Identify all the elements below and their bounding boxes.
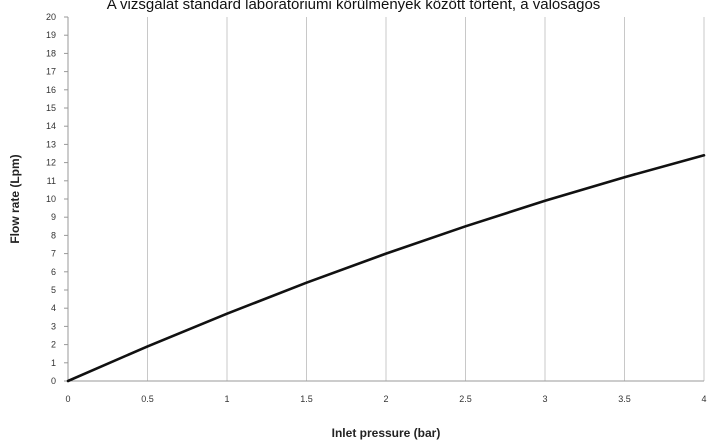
chart-caption: A vizsgálat standard laboratóriumi körül…	[106, 0, 601, 13]
x-tick-label: 3	[542, 394, 547, 404]
x-tick-label: 3.5	[618, 394, 631, 404]
y-tick-label: 16	[46, 85, 56, 95]
y-tick-label: 14	[46, 121, 56, 131]
y-tick-label: 18	[46, 48, 56, 58]
y-tick-label: 15	[46, 103, 56, 113]
y-tick-label: 0	[51, 376, 56, 386]
grid-lines	[147, 17, 705, 381]
x-tick-label: 2.5	[459, 394, 472, 404]
y-tick-label: 9	[51, 212, 56, 222]
x-tick-label: 1.5	[300, 394, 313, 404]
axes	[64, 16, 704, 382]
y-tick-label: 12	[46, 158, 56, 168]
y-tick-label: 19	[46, 30, 56, 40]
y-tick-label: 7	[51, 249, 56, 259]
y-tick-label: 6	[51, 267, 56, 277]
x-tick-label: 2	[383, 394, 388, 404]
x-tick-label: 1	[224, 394, 229, 404]
y-tick-label: 1	[51, 358, 56, 368]
y-tick-label: 8	[51, 230, 56, 240]
y-tick-label: 2	[51, 340, 56, 350]
x-axis-title: Inlet pressure (bar)	[332, 426, 441, 440]
y-tick-label: 20	[46, 12, 56, 22]
y-tick-label: 4	[51, 303, 56, 313]
series-layer	[66, 154, 706, 383]
y-tick-label: 10	[46, 194, 56, 204]
y-tick-label: 17	[46, 67, 56, 77]
y-tick-label: 13	[46, 139, 56, 149]
x-tick-label: 0.5	[141, 394, 154, 404]
x-tick-labels: 0 0.5 1 1.5 2 2.5 3 3.5 4	[65, 394, 706, 404]
x-tick-label: 0	[65, 394, 70, 404]
x-tick-label: 4	[701, 394, 706, 404]
y-tick-label: 3	[51, 321, 56, 331]
y-tick-label: 5	[51, 285, 56, 295]
y-tick-label: 11	[47, 176, 56, 186]
y-axis-title: Flow rate (Lpm)	[8, 154, 22, 243]
